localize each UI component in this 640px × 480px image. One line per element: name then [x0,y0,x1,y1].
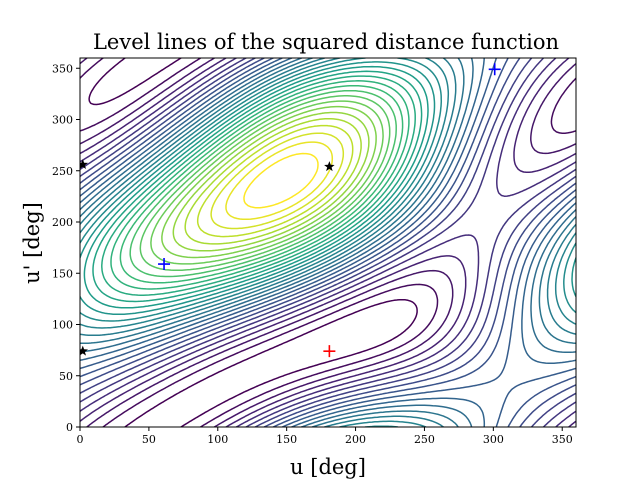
x-tick-label: 300 [483,433,504,446]
contour-level [161,105,377,259]
contour-level [210,132,345,230]
x-tick-label: 50 [142,433,156,446]
contour-level [92,70,423,303]
contour-level [83,65,429,309]
y-tick-label: 0 [66,421,73,434]
saddle-marker [324,161,335,172]
contour-level [150,100,384,265]
y-tick-label: 200 [52,216,73,229]
contour-level [80,61,576,316]
y-tick-label: 150 [52,267,73,280]
maximum-marker [323,345,336,358]
y-tick-label: 250 [52,165,73,178]
x-tick-label: 200 [345,433,366,446]
contour-level [184,117,362,245]
y-axis-label: u' [deg] [20,202,44,284]
contour-level [119,84,404,284]
contour-level [80,58,576,427]
contour-level [196,124,354,238]
y-axis-ticks: 0 50 100 150 200 250 300 350 [52,62,80,434]
x-tick-label: 100 [207,433,228,446]
contour-level [172,111,370,252]
y-tick-label: 350 [52,62,73,75]
critical-point-markers [80,63,501,358]
saddle-marker [80,345,88,356]
x-tick-label: 0 [77,433,84,446]
y-tick-label: 50 [59,370,73,383]
contour-level [101,75,416,296]
contour-level [80,58,576,427]
contour-level [80,58,576,427]
contour-level [225,141,334,221]
x-tick-label: 250 [414,433,435,446]
contour-lines [80,58,576,427]
y-tick-label: 100 [52,319,73,332]
saddle-marker [80,159,88,169]
contour-level [80,58,576,427]
minimum-marker [488,63,501,76]
plot-frame [79,57,577,428]
chart-title: Level lines of the squared distance func… [93,30,559,54]
contour-level [139,95,391,272]
contour-level [80,58,576,427]
x-tick-label: 150 [276,433,297,446]
x-axis-label: u [deg] [290,455,366,479]
contour-level [129,89,397,278]
x-tick-label: 350 [552,433,573,446]
minimum-marker [158,258,171,271]
contour-level [243,152,319,209]
x-axis-ticks: 0 50 100 150 200 250 300 350 [77,427,573,446]
contour-level [88,58,418,427]
y-tick-label: 300 [52,114,73,127]
contour-level [110,80,410,290]
